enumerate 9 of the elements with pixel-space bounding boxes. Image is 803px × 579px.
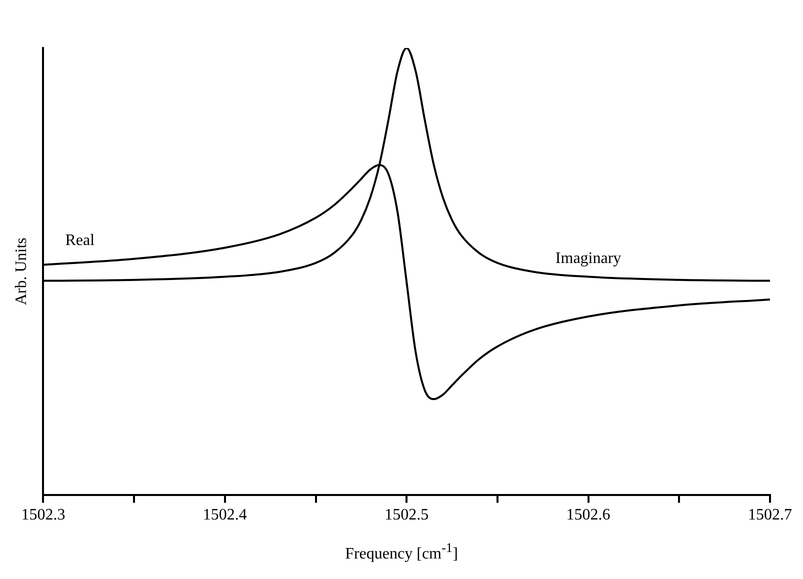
x-tick-label: 1502.6 [566, 506, 610, 524]
x-tick-label: 1502.3 [21, 506, 66, 524]
x-tick-label: 1502.5 [384, 506, 429, 524]
x-tick-label: 1502.4 [202, 506, 247, 524]
series-label: Real [65, 232, 96, 250]
y-axis-title: Arb. Units [12, 238, 30, 306]
series-label: Imaginary [555, 250, 622, 267]
x-axis-title: Frequency [cm$^{-1}$] [344, 540, 459, 564]
x-tick-label: 1502.7 [748, 506, 792, 524]
